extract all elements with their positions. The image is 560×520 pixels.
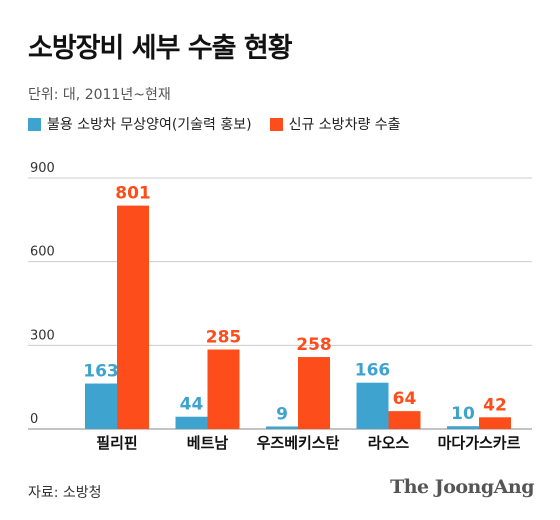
data-label-2-0: 801: [115, 184, 151, 204]
legend-item-series2: 신규 소방차량 수출: [269, 114, 401, 134]
bar-1-0: [85, 383, 117, 429]
legend-item-series1: 불용 소방차 무상양여(기술력 홍보): [28, 114, 252, 134]
bar-1-4: [447, 426, 479, 429]
source-note: 자료: 소방청: [28, 485, 102, 501]
bar-1-2: [266, 426, 298, 429]
data-label-1-3: 166: [355, 361, 391, 381]
category-label-0: 필리핀: [96, 434, 137, 452]
data-label-2-3: 64: [393, 389, 417, 409]
category-label-1: 베트남: [187, 434, 229, 452]
data-label-2-2: 258: [296, 335, 332, 355]
y-tick-label-2: 600: [30, 245, 55, 260]
legend-label-series2: 신규 소방차량 수출: [288, 117, 401, 133]
bar-2-4: [479, 417, 511, 429]
y-tick-label-0: 0: [30, 412, 38, 427]
category-label-3: 라오스: [368, 434, 410, 452]
bar-2-0: [117, 205, 149, 429]
legend: 불용 소방차 무상양여(기술력 홍보) 신규 소방차량 수출: [28, 114, 419, 134]
chart-title: 소방장비 세부 수출 현황: [28, 33, 293, 64]
category-label-2: 우즈베키스탄: [257, 434, 340, 452]
data-label-1-4: 10: [451, 404, 475, 424]
data-label-2-4: 42: [483, 395, 507, 415]
chart-subtitle: 단위: 대, 2011년~현재: [28, 87, 171, 103]
category-label-4: 마다가스카르: [438, 434, 521, 452]
y-tick-label-3: 900: [30, 161, 55, 176]
data-label-2-1: 285: [206, 328, 242, 348]
y-tick-label-1: 300: [30, 328, 55, 343]
bar-1-1: [175, 416, 208, 429]
legend-swatch-series2: [269, 117, 283, 131]
bar-2-3: [388, 411, 421, 429]
publisher-logo: The JoongAng: [390, 476, 534, 498]
data-label-1-1: 44: [180, 395, 204, 415]
legend-swatch-series1: [28, 117, 41, 131]
legend-label-series1: 불용 소방차 무상양여(기술력 홍보): [47, 117, 252, 133]
data-label-1-2: 9: [276, 404, 288, 424]
bar-2-1: [207, 349, 240, 429]
bar-2-2: [298, 357, 330, 429]
data-label-1-0: 163: [83, 362, 119, 382]
bar-1-3: [356, 382, 389, 429]
